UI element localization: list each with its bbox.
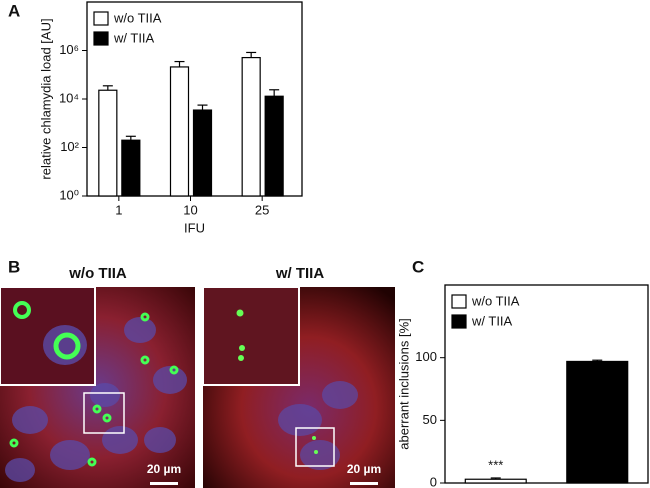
y-tick-label: 0 <box>430 474 437 488</box>
legend-label: w/o TIIA <box>471 293 520 308</box>
panel-label: A <box>8 1 20 20</box>
legend-swatch <box>93 31 109 46</box>
y-tick-label: 10⁰ <box>59 187 79 202</box>
y-axis-label: relative chlamydia load [AU] <box>38 18 53 179</box>
y-tick-label: 100 <box>415 349 437 364</box>
y-axis-label: aberrant inclusions [%] <box>396 318 411 450</box>
x-tick-label: 10 <box>183 202 197 217</box>
y-tick-label: 10⁶ <box>59 42 79 57</box>
legend-label: w/ TIIA <box>113 30 155 45</box>
scale-bar-label: 20 µm <box>347 462 381 476</box>
panel-label: B <box>8 257 20 276</box>
image-title: w/ TIIA <box>275 265 325 282</box>
x-axis-label: IFU <box>184 220 205 235</box>
bar <box>98 89 118 197</box>
bar <box>464 478 527 484</box>
scale-bar-label: 20 µm <box>147 462 181 476</box>
micrograph <box>0 286 195 488</box>
y-tick-label: 50 <box>423 412 437 427</box>
y-tick-label: 10⁴ <box>59 90 79 105</box>
bar <box>169 66 190 197</box>
legend-label: w/o TIIA <box>113 10 162 25</box>
bar <box>264 95 284 197</box>
legend-swatch <box>451 294 467 309</box>
x-tick-label: 1 <box>115 202 122 217</box>
bar <box>192 109 213 197</box>
image-title: w/o TIIA <box>68 265 127 282</box>
x-tick-label: 25 <box>255 202 269 217</box>
bar <box>121 139 141 197</box>
bar <box>241 56 261 197</box>
legend-label: w/ TIIA <box>471 313 513 328</box>
bar <box>566 360 629 484</box>
annotation: *** <box>488 457 503 472</box>
panel-label: C <box>412 257 424 276</box>
plot-frame <box>444 284 649 484</box>
legend-swatch <box>93 11 109 26</box>
legend-swatch <box>451 314 467 329</box>
y-tick-label: 10² <box>60 139 79 154</box>
micrograph <box>202 286 395 488</box>
